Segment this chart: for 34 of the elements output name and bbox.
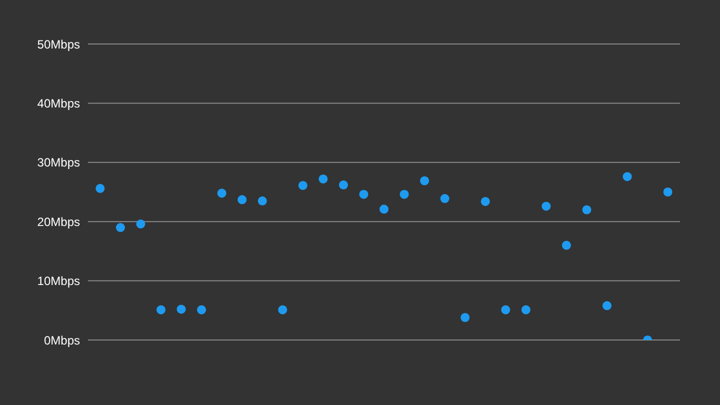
point bbox=[602, 301, 612, 310]
point bbox=[136, 219, 146, 228]
point bbox=[318, 174, 328, 184]
point bbox=[663, 187, 672, 197]
y-tick-label: 30Mbps bbox=[37, 156, 80, 170]
point bbox=[440, 194, 450, 204]
y-tick-label: 10Mbps bbox=[37, 274, 80, 288]
point bbox=[542, 202, 551, 211]
point bbox=[400, 190, 409, 199]
point bbox=[359, 190, 368, 199]
point bbox=[420, 176, 430, 186]
point bbox=[298, 180, 308, 190]
point bbox=[338, 180, 348, 190]
y-tick-label: 0Mbps bbox=[44, 333, 80, 348]
point bbox=[622, 172, 632, 182]
point bbox=[176, 304, 186, 314]
y-tick-label: 50Mbps bbox=[37, 37, 80, 52]
point bbox=[278, 305, 288, 314]
point bbox=[197, 305, 206, 314]
y-tick-label: 40Mbps bbox=[37, 96, 80, 110]
point bbox=[521, 305, 530, 314]
point bbox=[562, 240, 571, 250]
point bbox=[96, 184, 105, 193]
point bbox=[217, 188, 226, 198]
point bbox=[501, 305, 510, 314]
point bbox=[460, 313, 470, 322]
point bbox=[582, 205, 592, 214]
point bbox=[258, 196, 267, 206]
point bbox=[238, 195, 247, 204]
point bbox=[480, 196, 490, 206]
point bbox=[379, 204, 389, 214]
y-tick-label: 20Mbps bbox=[37, 214, 80, 229]
point bbox=[156, 305, 166, 314]
point bbox=[116, 223, 125, 232]
